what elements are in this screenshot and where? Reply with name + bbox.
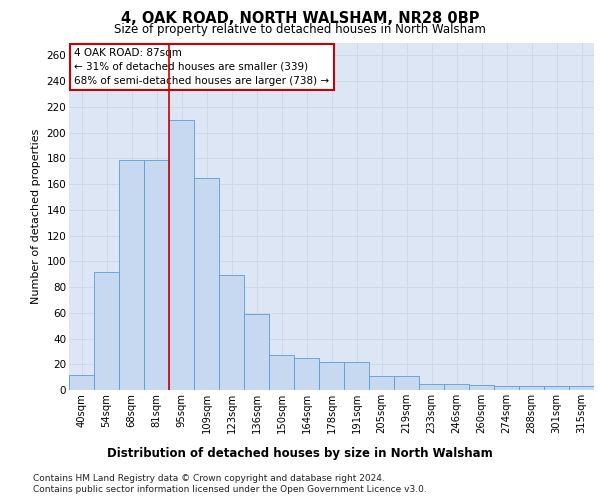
Bar <box>344 362 369 390</box>
Text: Contains HM Land Registry data © Crown copyright and database right 2024.: Contains HM Land Registry data © Crown c… <box>33 474 385 483</box>
Bar <box>269 355 294 390</box>
Bar <box>244 314 269 390</box>
Bar <box>319 362 344 390</box>
Bar <box>494 386 519 390</box>
Bar <box>119 160 144 390</box>
Bar <box>294 358 319 390</box>
Bar <box>569 386 594 390</box>
Bar <box>219 276 244 390</box>
Bar <box>194 178 219 390</box>
Bar <box>169 120 194 390</box>
Text: 4, OAK ROAD, NORTH WALSHAM, NR28 0BP: 4, OAK ROAD, NORTH WALSHAM, NR28 0BP <box>121 11 479 26</box>
Text: Distribution of detached houses by size in North Walsham: Distribution of detached houses by size … <box>107 448 493 460</box>
Bar <box>394 376 419 390</box>
Y-axis label: Number of detached properties: Number of detached properties <box>31 128 41 304</box>
Text: Size of property relative to detached houses in North Walsham: Size of property relative to detached ho… <box>114 22 486 36</box>
Text: Contains public sector information licensed under the Open Government Licence v3: Contains public sector information licen… <box>33 485 427 494</box>
Bar <box>419 384 444 390</box>
Text: 4 OAK ROAD: 87sqm
← 31% of detached houses are smaller (339)
68% of semi-detache: 4 OAK ROAD: 87sqm ← 31% of detached hous… <box>74 48 329 86</box>
Bar <box>519 386 544 390</box>
Bar <box>469 385 494 390</box>
Bar <box>444 384 469 390</box>
Bar <box>544 386 569 390</box>
Bar <box>144 160 169 390</box>
Bar <box>94 272 119 390</box>
Bar <box>369 376 394 390</box>
Bar <box>69 374 94 390</box>
